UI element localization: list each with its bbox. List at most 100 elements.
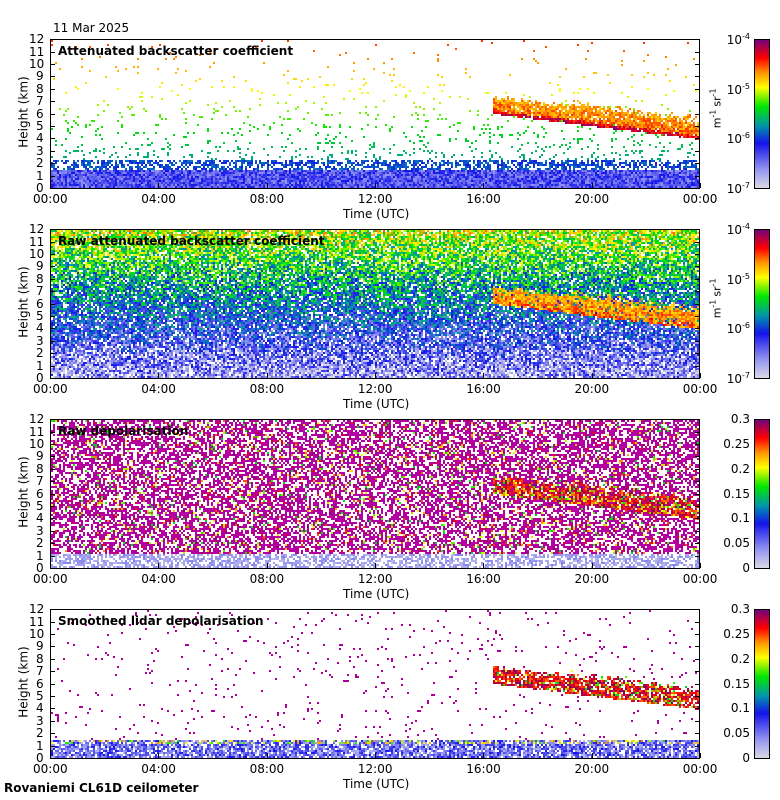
y-axis-label: Height (km) [16,646,31,718]
x-tick [50,563,51,568]
y-tick-label: 11 [29,44,45,59]
colorbar-gradient [755,610,769,758]
x-tick-label: 00:00 [682,762,718,776]
x-tick [483,373,485,378]
x-tick-label: 08:00 [249,762,285,776]
y-tick [695,340,700,342]
y-tick [695,64,700,65]
x-tick [699,373,701,378]
y-tick [695,431,700,433]
colorbar-tick-label: 10-5 [726,271,750,287]
x-tick-label: 16:00 [466,572,501,586]
y-tick [695,733,700,735]
colorbar-tick-label: 0.05 [723,536,750,551]
x-axis-label: Time (UTC) [343,777,410,791]
y-tick [695,266,700,268]
y-tick [50,101,55,103]
y-tick [695,365,700,367]
y-tick [695,101,700,103]
y-tick-label: 12 [29,222,45,237]
y-tick [695,241,700,243]
y-tick-label: 1 [36,738,44,753]
heatmap-panel-4: Smoothed lidar depolarisation [50,609,700,759]
x-tick [699,753,701,758]
colorbar [754,229,770,379]
y-tick [695,150,700,152]
heatmap-panel-3: Raw depolarisation [50,419,700,569]
y-tick [695,316,700,317]
colorbar-tick-label: 0.05 [723,726,750,741]
y-tick-label: 11 [29,424,45,439]
colorbar-tick-label: 0.25 [723,626,750,641]
y-tick [695,708,700,710]
y-tick [695,646,700,648]
y-tick [50,188,55,189]
y-tick [50,229,55,231]
y-tick [50,468,55,470]
units-part: sr [710,96,724,107]
colorbar-tick-label: 10-4 [726,32,750,47]
units-part: m [710,307,724,319]
colorbar-tick-exponent: -6 [742,131,750,141]
y-tick-label: 11 [29,234,45,249]
y-tick [695,353,700,355]
units-part: -1 [708,299,718,308]
x-tick [50,183,51,188]
y-tick [50,634,55,635]
y-tick [50,175,55,177]
colorbar-tick-exponent: -6 [742,321,750,331]
y-tick [695,76,700,78]
y-tick [695,444,700,445]
colorbar-tick-label: 0 [742,751,750,765]
y-tick [695,328,700,330]
x-tick-label: 20:00 [574,572,610,586]
x-tick-label: 00:00 [33,572,68,586]
y-tick [50,621,55,623]
colorbar-tick-label: 0.3 [730,412,750,426]
x-tick-label: 00:00 [33,762,68,776]
y-tick [50,303,55,305]
y-axis-label: Height (km) [16,456,31,528]
colorbar-tick-label: 10-6 [726,131,750,147]
colorbar [754,39,770,189]
y-tick-label: 6 [36,486,44,501]
y-tick [695,683,700,685]
x-tick [158,563,160,568]
colorbar-tick-label: 0.1 [730,511,750,526]
colorbar-units-label: m-1sr-1 [709,88,724,128]
y-tick [50,646,55,648]
heatmap-canvas [51,420,699,568]
colorbar-tick-label: 0.25 [723,436,750,451]
y-tick [695,88,700,90]
y-tick-label: 9 [36,639,44,654]
x-tick [266,753,268,758]
units-part: -1 [708,278,718,287]
panel-title: Smoothed lidar depolarisation [58,614,264,628]
y-tick [50,51,55,53]
x-tick [158,373,160,378]
y-tick [50,758,55,759]
x-tick [266,373,268,378]
y-tick [50,138,55,140]
panel-title: Attenuated backscatter coefficient [58,44,294,58]
y-tick [695,758,700,759]
y-tick-label: 4 [36,701,44,716]
x-axis-label: Time (UTC) [343,587,410,601]
y-tick-label: 6 [36,676,44,691]
y-tick [50,493,55,495]
footer-label: Rovaniemi CL61D ceilometer [4,781,199,795]
y-tick [50,444,55,445]
y-tick [50,291,55,293]
x-tick [374,373,376,378]
x-tick [591,373,593,378]
y-tick [695,456,700,458]
units-part: sr [710,286,724,297]
y-tick-label: 0 [36,371,44,385]
y-tick [50,266,55,268]
colorbar-tick-label: 10-5 [726,81,750,97]
y-tick [695,254,700,255]
y-tick [50,733,55,735]
y-tick [695,671,700,673]
x-tick [50,373,51,378]
